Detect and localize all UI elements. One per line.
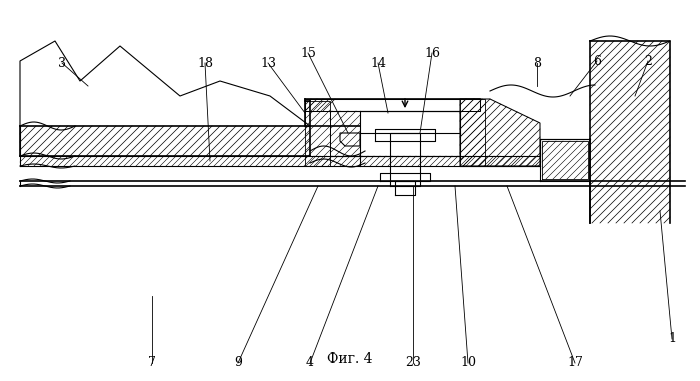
Text: 1: 1 bbox=[668, 333, 676, 346]
Text: Фиг. 4: Фиг. 4 bbox=[327, 352, 372, 366]
Text: 2: 2 bbox=[644, 54, 652, 67]
Text: 13: 13 bbox=[260, 56, 276, 69]
Text: 23: 23 bbox=[405, 357, 421, 370]
Text: 3: 3 bbox=[58, 56, 66, 69]
Text: 7: 7 bbox=[148, 357, 156, 370]
Text: 17: 17 bbox=[567, 357, 583, 370]
Text: 16: 16 bbox=[424, 46, 440, 59]
Text: 6: 6 bbox=[593, 54, 601, 67]
Text: 14: 14 bbox=[370, 56, 386, 69]
Text: 18: 18 bbox=[197, 56, 213, 69]
Text: 15: 15 bbox=[300, 46, 316, 59]
Text: 8: 8 bbox=[533, 56, 541, 69]
Text: 10: 10 bbox=[460, 357, 476, 370]
Text: 4: 4 bbox=[306, 357, 314, 370]
Text: 9: 9 bbox=[234, 357, 242, 370]
